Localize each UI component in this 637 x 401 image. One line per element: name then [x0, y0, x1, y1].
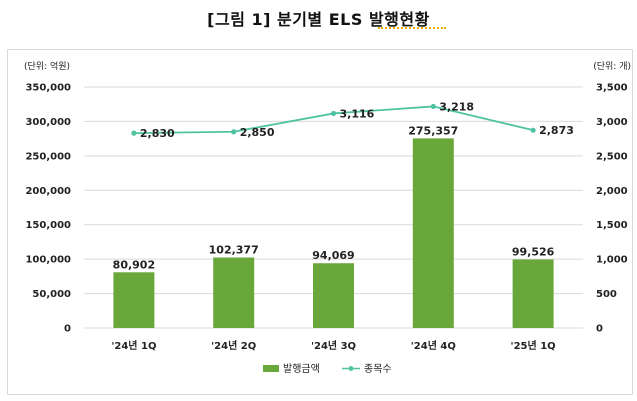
legend-line-label: 종목수	[364, 363, 392, 375]
title-underline-decoration	[378, 27, 446, 29]
left-tick-label: 350,000	[25, 83, 71, 94]
bar-value-label: 102,377	[209, 244, 259, 257]
bar	[412, 138, 454, 328]
left-tick-label: 100,000	[25, 255, 71, 266]
bar-value-label: 275,357	[408, 124, 458, 137]
legend: 발행금액 종목수	[263, 363, 392, 375]
right-tick-label: 3,500	[596, 83, 628, 94]
legend-line-marker	[348, 366, 354, 371]
chart-title: [그림 1] 분기별 ELS 발행현황	[207, 10, 430, 29]
legend-bar-label: 발행금액	[283, 363, 320, 375]
right-tick-label: 3,000	[596, 117, 628, 128]
bar	[512, 259, 554, 328]
x-tick-label: '24년 3Q	[311, 339, 356, 352]
x-axis-ticks: '24년 1Q '24년 2Q '24년 3Q '24년 4Q '25년 1Q	[111, 339, 555, 352]
line-series: 2,830 2,850 3,116 3,218 2,873	[131, 100, 574, 140]
bar-value-label: 80,902	[113, 258, 155, 271]
bar-value-label: 94,069	[312, 249, 354, 262]
right-tick-label: 1,500	[596, 220, 628, 231]
left-tick-label: 300,000	[25, 117, 71, 128]
right-tick-label: 2,500	[596, 151, 628, 162]
bar	[213, 257, 255, 328]
left-axis-unit-label: (단위: 억원)	[24, 60, 70, 72]
left-tick-label: 250,000	[25, 151, 71, 162]
x-tick-label: '24년 1Q	[111, 339, 156, 352]
line-value-label: 3,116	[340, 107, 375, 120]
line-point	[231, 129, 237, 135]
line-value-label: 2,850	[240, 126, 275, 139]
bar	[113, 272, 155, 328]
bar-value-label: 99,526	[512, 245, 555, 258]
bar-series: 80,902 102,377 94,069 275,357 99,526	[113, 124, 555, 328]
left-tick-label: 150,000	[25, 220, 71, 231]
x-tick-label: '25년 1Q	[511, 339, 556, 352]
line-value-label: 2,830	[140, 127, 175, 140]
right-tick-label: 500	[596, 289, 617, 300]
right-axis-ticks: 0 500 1,000 1,500 2,000 2,500 3,000 3,500	[596, 83, 628, 335]
left-tick-label: 50,000	[32, 289, 71, 300]
line-point	[131, 130, 137, 136]
right-tick-label: 1,000	[596, 255, 628, 266]
chart-frame	[7, 49, 633, 395]
line-point	[330, 110, 337, 117]
bar	[313, 263, 354, 328]
left-tick-label: 0	[64, 324, 71, 335]
line-value-label: 2,873	[539, 124, 574, 137]
line-point	[430, 103, 436, 110]
right-axis-unit-label: (단위: 개)	[593, 61, 631, 72]
left-axis-ticks: 0 50,000 100,000 150,000 200,000 250,000 300,0…	[25, 83, 71, 335]
legend-bar-swatch	[263, 365, 279, 372]
right-tick-label: 2,000	[596, 186, 628, 197]
line-value-label: 3,218	[439, 100, 474, 113]
left-tick-label: 200,000	[25, 186, 71, 197]
x-tick-label: '24년 2Q	[211, 339, 256, 352]
right-tick-label: 0	[596, 324, 603, 335]
line-point	[530, 127, 536, 133]
x-tick-label: '24년 4Q	[411, 339, 456, 352]
